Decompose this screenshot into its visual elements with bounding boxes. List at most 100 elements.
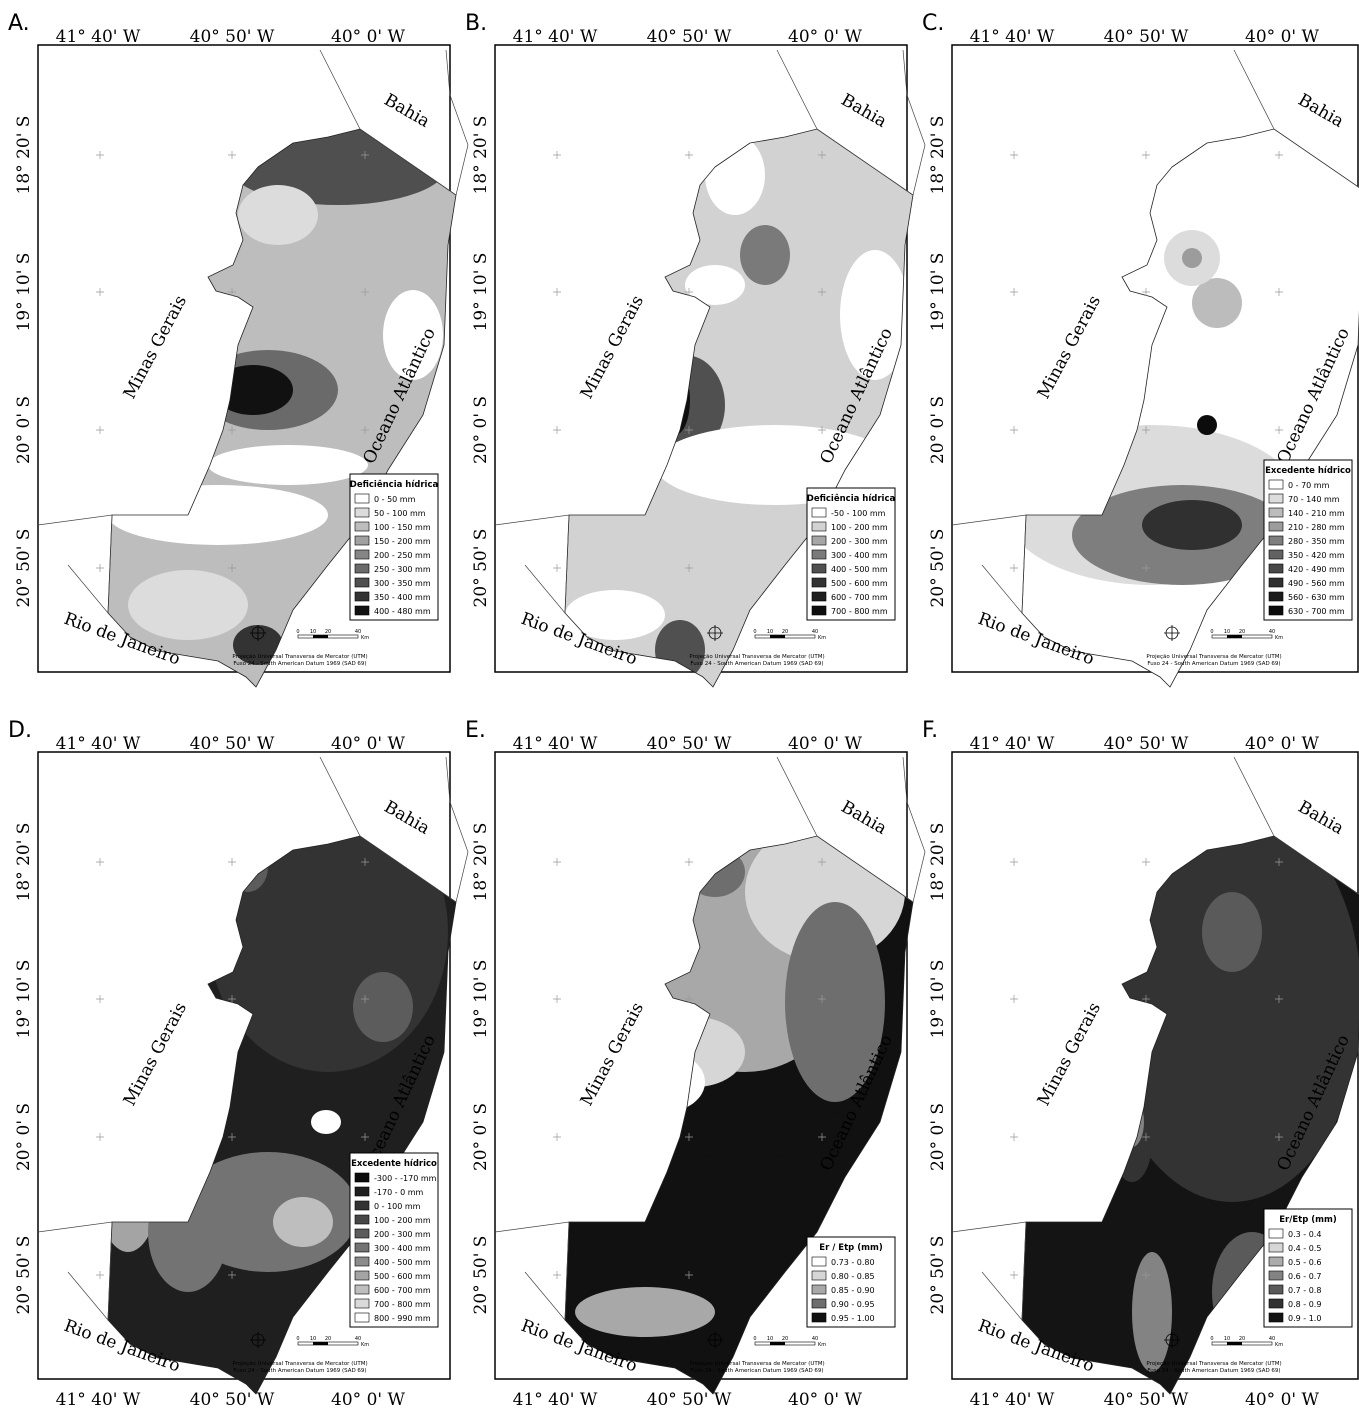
- legend-swatch: [1269, 1257, 1283, 1266]
- legend-swatch: [812, 592, 826, 601]
- legend-label: 0.80 - 0.85: [831, 1272, 875, 1281]
- latitude-label: 18° 20' S: [928, 116, 948, 195]
- legend-title: Er/Etp (mm): [1279, 1215, 1337, 1225]
- legend-label: 400 - 500 mm: [831, 565, 888, 574]
- latitude-label: 20° 0' S: [471, 396, 491, 464]
- legend-swatch: [1269, 1299, 1283, 1308]
- contour-zone: [353, 972, 413, 1042]
- scale-label: 10: [1224, 1336, 1230, 1342]
- legend-label: 300 - 400 mm: [374, 1244, 431, 1253]
- legend-swatch: [1269, 606, 1283, 615]
- scale-unit: Km: [361, 635, 369, 641]
- panel-letter: F.: [922, 718, 938, 743]
- scale-bar: [1227, 635, 1242, 638]
- latitude-label: 20° 50' S: [471, 1236, 491, 1315]
- legend-label: 210 - 280 mm: [1288, 523, 1345, 532]
- legend-swatch: [355, 536, 369, 545]
- scale-unit: Km: [818, 635, 826, 641]
- legend-swatch: [812, 1299, 826, 1308]
- scale-unit: Km: [1275, 1342, 1283, 1348]
- legend-swatch: [1269, 494, 1283, 503]
- legend-swatch: [355, 494, 369, 503]
- contour-zone: [575, 1287, 715, 1337]
- legend-title: Excedente hídrico: [1265, 466, 1351, 476]
- longitude-label: 40° 0' W: [1245, 1390, 1319, 1410]
- projection-note: Projeção Universal Transversa de Mercato…: [689, 1361, 824, 1367]
- legend-swatch: [1269, 480, 1283, 489]
- legend-label: 600 - 700 mm: [831, 593, 888, 602]
- latitude-label: 20° 50' S: [928, 1236, 948, 1315]
- scale-bar: [313, 1342, 328, 1345]
- projection-note: Fuso 24 - South American Datum 1969 (SAD…: [690, 1368, 823, 1374]
- contour-zone: [1142, 500, 1242, 550]
- latitude-label: 20° 50' S: [14, 1236, 34, 1315]
- scale-bar: [313, 635, 328, 638]
- legend-swatch: [1269, 550, 1283, 559]
- map-frame: BahiaMinas GeraisOceano AtlânticoRio de …: [495, 45, 925, 687]
- legend-label: 0.4 - 0.5: [1288, 1244, 1321, 1253]
- longitude-label: 40° 50' W: [1104, 27, 1189, 47]
- latitude-label: 20° 50' S: [14, 529, 34, 608]
- scale-label: 10: [767, 629, 773, 635]
- contour-zone: [1182, 248, 1202, 268]
- scale-label: 20: [782, 1336, 788, 1342]
- legend: Excedente hídrico-300 - -170 mm-170 - 0 …: [350, 1153, 438, 1327]
- longitude-label: 41° 40' W: [970, 1390, 1055, 1410]
- panel-letter: B.: [465, 11, 487, 36]
- longitude-label: 41° 40' W: [56, 1390, 141, 1410]
- contour-zone: [311, 1110, 341, 1134]
- legend-swatch: [812, 564, 826, 573]
- longitude-label: 40° 50' W: [647, 734, 732, 754]
- longitude-label: 41° 40' W: [970, 27, 1055, 47]
- legend-label: 200 - 300 mm: [831, 537, 888, 546]
- latitude-label: 18° 20' S: [471, 116, 491, 195]
- legend-title: Er / Etp (mm): [819, 1243, 883, 1253]
- legend-swatch: [355, 1257, 369, 1266]
- legend-swatch: [812, 606, 826, 615]
- projection-note: Projeção Universal Transversa de Mercato…: [689, 654, 824, 660]
- legend-swatch: [812, 1285, 826, 1294]
- contour-zone: [238, 185, 318, 245]
- legend-swatch: [355, 508, 369, 517]
- projection-note: Fuso 24 - South American Datum 1969 (SAD…: [233, 1368, 366, 1374]
- legend-swatch: [355, 522, 369, 531]
- legend-swatch: [355, 1173, 369, 1182]
- panel-letter: E.: [465, 718, 486, 743]
- longitude-label: 40° 50' W: [190, 734, 275, 754]
- latitude-label: 18° 20' S: [928, 823, 948, 902]
- latitude-label: 20° 50' S: [928, 529, 948, 608]
- legend-swatch: [1269, 522, 1283, 531]
- legend-label: 400 - 480 mm: [374, 607, 431, 616]
- legend-label: 300 - 350 mm: [374, 579, 431, 588]
- legend-swatch: [812, 1257, 826, 1266]
- legend-swatch: [355, 550, 369, 559]
- scale-unit: Km: [1275, 635, 1283, 641]
- contour-zone: [1132, 1252, 1172, 1372]
- longitude-label: 40° 50' W: [647, 27, 732, 47]
- panel-letter: C.: [922, 11, 944, 36]
- latitude-label: 20° 0' S: [928, 1103, 948, 1171]
- latitude-label: 19° 10' S: [14, 960, 34, 1039]
- map-frame: BahiaMinas GeraisOceano AtlânticoRio de …: [38, 45, 468, 687]
- projection-note: Fuso 24 - South American Datum 1969 (SAD…: [233, 661, 366, 667]
- scale-unit: Km: [818, 1342, 826, 1348]
- scale-label: 0: [753, 629, 756, 635]
- scale-label: 10: [767, 1336, 773, 1342]
- scale-label: 0: [296, 1336, 299, 1342]
- legend-label: 420 - 490 mm: [1288, 565, 1345, 574]
- legend-label: -170 - 0 mm: [374, 1188, 424, 1197]
- legend-swatch: [355, 1271, 369, 1280]
- scale-label: 20: [782, 629, 788, 635]
- legend-label: 560 - 630 mm: [1288, 593, 1345, 602]
- longitude-label: 41° 40' W: [56, 734, 141, 754]
- projection-note: Projeção Universal Transversa de Mercato…: [1146, 1361, 1281, 1367]
- scale-bar: [770, 1342, 785, 1345]
- longitude-label: 40° 0' W: [788, 734, 862, 754]
- scale-label: 0: [296, 629, 299, 635]
- legend-swatch: [812, 1271, 826, 1280]
- legend-label: 100 - 200 mm: [831, 523, 888, 532]
- latitude-label: 19° 10' S: [14, 253, 34, 332]
- legend: Er/Etp (mm)0.3 - 0.40.4 - 0.50.5 - 0.60.…: [1264, 1209, 1352, 1327]
- longitude-label: 40° 0' W: [331, 27, 405, 47]
